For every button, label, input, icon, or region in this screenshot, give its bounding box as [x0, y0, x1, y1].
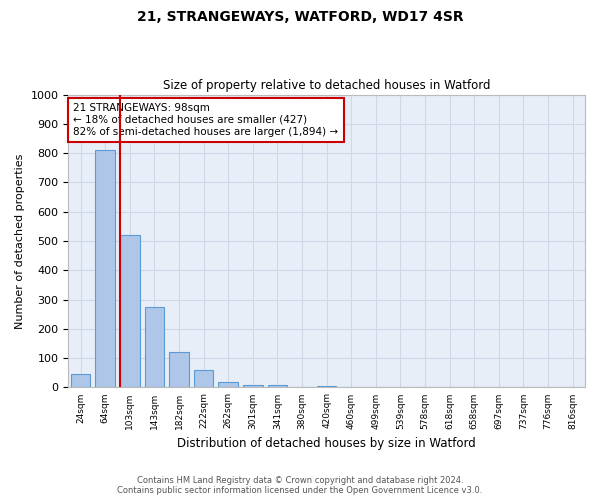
- Bar: [169, 352, 189, 388]
- Bar: [145, 307, 164, 388]
- Bar: [317, 386, 337, 388]
- Bar: [194, 370, 214, 388]
- Bar: [218, 382, 238, 388]
- Text: 21, STRANGEWAYS, WATFORD, WD17 4SR: 21, STRANGEWAYS, WATFORD, WD17 4SR: [137, 10, 463, 24]
- Bar: [120, 235, 140, 388]
- X-axis label: Distribution of detached houses by size in Watford: Distribution of detached houses by size …: [177, 437, 476, 450]
- Text: Contains HM Land Registry data © Crown copyright and database right 2024.
Contai: Contains HM Land Registry data © Crown c…: [118, 476, 482, 495]
- Title: Size of property relative to detached houses in Watford: Size of property relative to detached ho…: [163, 79, 490, 92]
- Text: 21 STRANGEWAYS: 98sqm
← 18% of detached houses are smaller (427)
82% of semi-det: 21 STRANGEWAYS: 98sqm ← 18% of detached …: [73, 104, 338, 136]
- Bar: [71, 374, 91, 388]
- Bar: [243, 385, 263, 388]
- Bar: [268, 384, 287, 388]
- Y-axis label: Number of detached properties: Number of detached properties: [15, 154, 25, 328]
- Bar: [95, 150, 115, 388]
